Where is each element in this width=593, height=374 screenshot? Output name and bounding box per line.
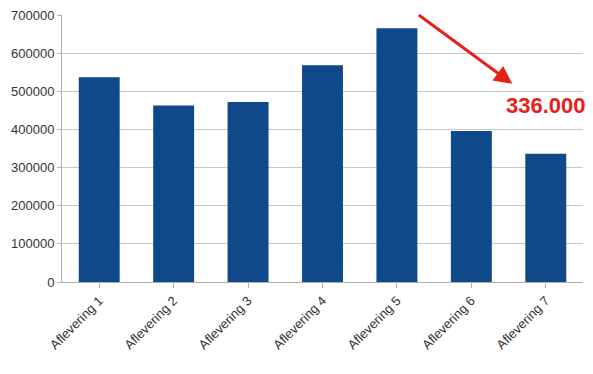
svg-text:Aflevering 3: Aflevering 3 [196, 293, 255, 352]
svg-text:Aflevering 6: Aflevering 6 [419, 293, 478, 352]
svg-text:400000: 400000 [11, 122, 54, 137]
svg-text:300000: 300000 [11, 160, 54, 175]
svg-text:0: 0 [47, 275, 54, 290]
svg-text:Aflevering 5: Aflevering 5 [344, 293, 403, 352]
svg-text:600000: 600000 [11, 46, 54, 61]
svg-text:Aflevering 4: Aflevering 4 [270, 293, 329, 352]
svg-text:200000: 200000 [11, 198, 54, 213]
svg-text:500000: 500000 [11, 84, 54, 99]
svg-text:100000: 100000 [11, 236, 54, 251]
svg-text:Aflevering 1: Aflevering 1 [47, 293, 106, 352]
svg-text:700000: 700000 [11, 8, 54, 23]
svg-text:336.000: 336.000 [506, 93, 586, 118]
svg-text:Aflevering 2: Aflevering 2 [121, 293, 180, 352]
svg-text:Aflevering 7: Aflevering 7 [493, 293, 552, 352]
